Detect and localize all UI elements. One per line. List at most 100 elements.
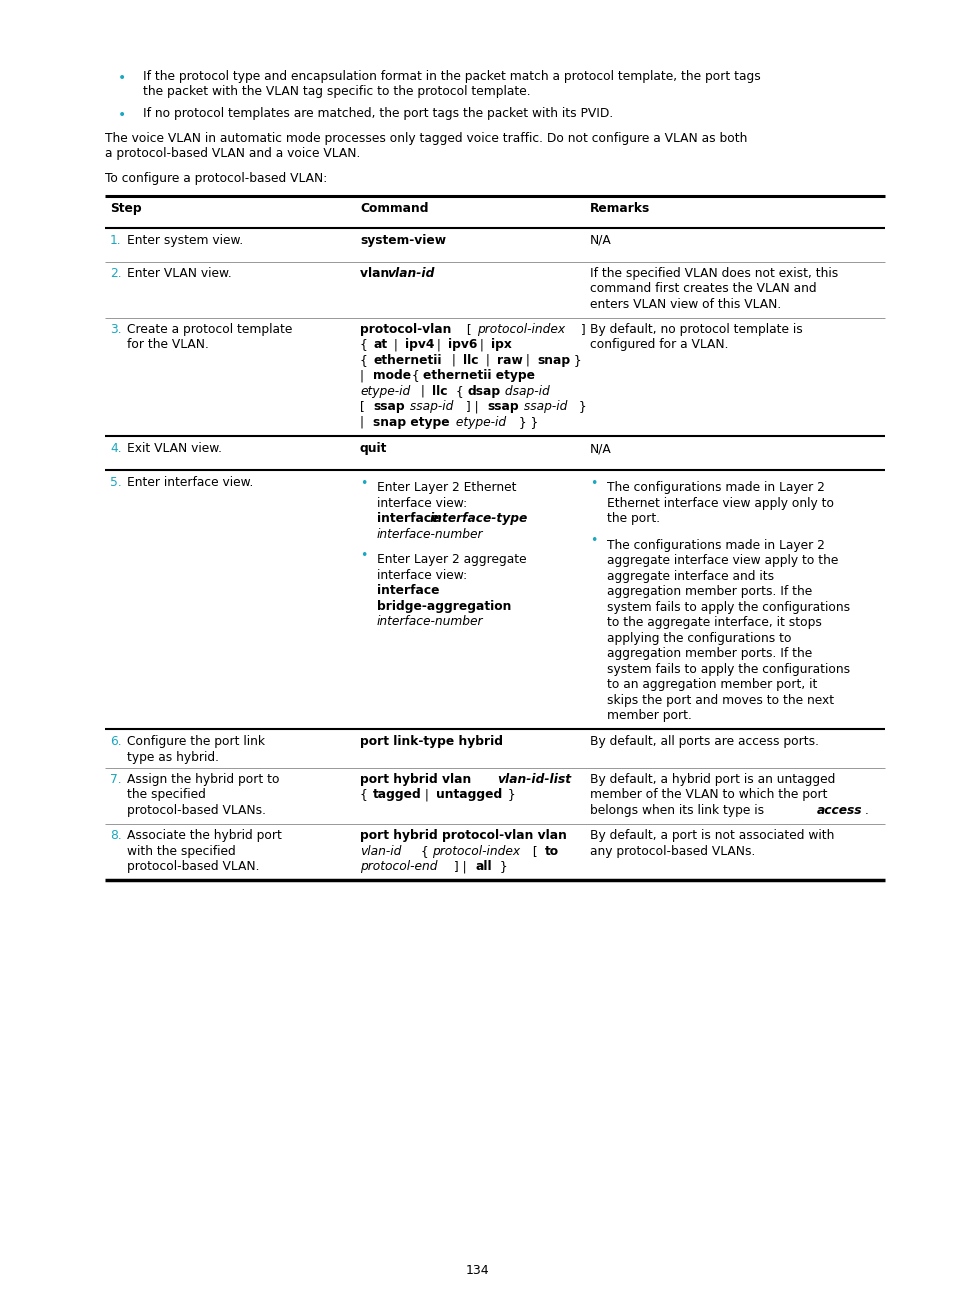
Text: etype-id: etype-id xyxy=(359,385,410,398)
Text: |: | xyxy=(390,338,401,351)
Text: protocol-vlan: protocol-vlan xyxy=(359,323,451,336)
Text: to an aggregation member port, it: to an aggregation member port, it xyxy=(606,678,817,691)
Text: 3.: 3. xyxy=(110,323,121,336)
Text: |: | xyxy=(476,338,487,351)
Text: The configurations made in Layer 2: The configurations made in Layer 2 xyxy=(606,481,824,495)
Text: type as hybrid.: type as hybrid. xyxy=(127,750,219,763)
Text: Create a protocol template: Create a protocol template xyxy=(127,323,292,336)
Text: enters VLAN view of this VLAN.: enters VLAN view of this VLAN. xyxy=(589,298,781,311)
Text: interface: interface xyxy=(376,512,443,525)
Text: |: | xyxy=(481,354,494,367)
Text: •: • xyxy=(589,477,597,490)
Text: interface-number: interface-number xyxy=(376,616,483,629)
Text: If the protocol type and encapsulation format in the packet match a protocol tem: If the protocol type and encapsulation f… xyxy=(143,70,760,83)
Text: interface: interface xyxy=(376,584,439,597)
Text: }: } xyxy=(503,788,515,801)
Text: 134: 134 xyxy=(465,1264,488,1277)
Text: If the specified VLAN does not exist, this: If the specified VLAN does not exist, th… xyxy=(589,267,838,280)
Text: dsap-id: dsap-id xyxy=(500,385,549,398)
Text: } }: } } xyxy=(515,416,537,429)
Text: llc: llc xyxy=(432,385,447,398)
Text: {: { xyxy=(359,788,372,801)
Text: the packet with the VLAN tag specific to the protocol template.: the packet with the VLAN tag specific to… xyxy=(143,86,530,98)
Text: ssap-id: ssap-id xyxy=(519,400,567,413)
Text: [: [ xyxy=(462,323,475,336)
Text: }: } xyxy=(575,400,586,413)
Text: Enter Layer 2 Ethernet: Enter Layer 2 Ethernet xyxy=(376,481,516,495)
Text: ssap: ssap xyxy=(486,400,518,413)
Text: member of the VLAN to which the port: member of the VLAN to which the port xyxy=(589,788,826,801)
Text: ethernetii etype: ethernetii etype xyxy=(422,369,535,382)
Text: interface-number: interface-number xyxy=(376,527,483,540)
Text: |: | xyxy=(359,416,368,429)
Text: etype-id: etype-id xyxy=(452,416,506,429)
Text: vlan-id: vlan-id xyxy=(359,845,401,858)
Text: vlan-id-list: vlan-id-list xyxy=(497,772,571,785)
Text: Configure the port link: Configure the port link xyxy=(127,735,265,748)
Text: system-view: system-view xyxy=(359,233,446,248)
Text: •: • xyxy=(118,71,126,86)
Text: [: [ xyxy=(359,400,368,413)
Text: Remarks: Remarks xyxy=(589,202,650,215)
Text: N/A: N/A xyxy=(589,442,611,455)
Text: By default, no protocol template is: By default, no protocol template is xyxy=(589,323,801,336)
Text: By default, all ports are access ports.: By default, all ports are access ports. xyxy=(589,735,818,748)
Text: Ethernet interface view apply only to: Ethernet interface view apply only to xyxy=(606,496,833,509)
Text: ssap: ssap xyxy=(373,400,404,413)
Text: By default, a hybrid port is an untagged: By default, a hybrid port is an untagged xyxy=(589,772,835,785)
Text: |: | xyxy=(521,354,533,367)
Text: raw: raw xyxy=(497,354,522,367)
Text: llc: llc xyxy=(462,354,478,367)
Text: skips the port and moves to the next: skips the port and moves to the next xyxy=(606,693,833,706)
Text: Enter Layer 2 aggregate: Enter Layer 2 aggregate xyxy=(376,553,526,566)
Text: quit: quit xyxy=(359,442,387,455)
Text: interface-type: interface-type xyxy=(430,512,528,525)
Text: {: { xyxy=(359,338,372,351)
Text: Command: Command xyxy=(359,202,428,215)
Text: 5.: 5. xyxy=(110,476,122,489)
Text: }: } xyxy=(496,861,507,874)
Text: ipv4: ipv4 xyxy=(405,338,434,351)
Text: |: | xyxy=(448,354,459,367)
Text: {: { xyxy=(416,845,432,858)
Text: •: • xyxy=(359,477,367,490)
Text: to the aggregate interface, it stops: to the aggregate interface, it stops xyxy=(606,617,821,630)
Text: protocol-based VLANs.: protocol-based VLANs. xyxy=(127,804,266,816)
Text: ] |: ] | xyxy=(461,400,482,413)
Text: snap etype: snap etype xyxy=(373,416,449,429)
Text: interface view:: interface view: xyxy=(376,496,467,509)
Text: system fails to apply the configurations: system fails to apply the configurations xyxy=(606,601,849,614)
Text: .: . xyxy=(864,804,868,816)
Text: •: • xyxy=(118,108,126,122)
Text: interface view:: interface view: xyxy=(376,569,467,582)
Text: the port.: the port. xyxy=(606,512,659,525)
Text: tagged: tagged xyxy=(373,788,421,801)
Text: 7.: 7. xyxy=(110,772,121,785)
Text: 8.: 8. xyxy=(110,829,122,842)
Text: port hybrid protocol-vlan vlan: port hybrid protocol-vlan vlan xyxy=(359,829,566,842)
Text: {: { xyxy=(359,354,372,367)
Text: ipv6: ipv6 xyxy=(448,338,476,351)
Text: aggregate interface and its: aggregate interface and its xyxy=(606,570,773,583)
Text: Enter system view.: Enter system view. xyxy=(127,233,243,248)
Text: all: all xyxy=(475,861,491,874)
Text: |: | xyxy=(416,385,428,398)
Text: To configure a protocol-based VLAN:: To configure a protocol-based VLAN: xyxy=(105,172,327,185)
Text: By default, a port is not associated with: By default, a port is not associated wit… xyxy=(589,829,834,842)
Text: with the specified: with the specified xyxy=(127,845,235,858)
Text: applying the configurations to: applying the configurations to xyxy=(606,631,791,645)
Text: belongs when its link type is: belongs when its link type is xyxy=(589,804,767,816)
Text: ] |: ] | xyxy=(450,861,470,874)
Text: Enter interface view.: Enter interface view. xyxy=(127,476,253,489)
Text: {: { xyxy=(408,369,423,382)
Text: ethernetii: ethernetii xyxy=(373,354,441,367)
Text: bridge-aggregation: bridge-aggregation xyxy=(376,600,511,613)
Text: dsap: dsap xyxy=(467,385,499,398)
Text: N/A: N/A xyxy=(589,233,611,248)
Text: Assign the hybrid port to: Assign the hybrid port to xyxy=(127,772,279,785)
Text: |: | xyxy=(433,338,444,351)
Text: port link-type hybrid: port link-type hybrid xyxy=(359,735,502,748)
Text: [: [ xyxy=(529,845,541,858)
Text: {: { xyxy=(452,385,467,398)
Text: The configurations made in Layer 2: The configurations made in Layer 2 xyxy=(606,539,824,552)
